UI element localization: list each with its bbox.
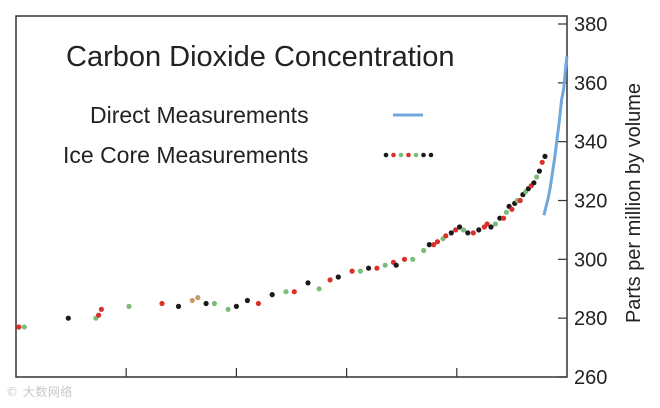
y-tick-label: 300 — [574, 249, 607, 271]
ice-core-point — [531, 180, 537, 186]
ice-core-point — [16, 324, 22, 330]
legend-ice-dot — [428, 152, 434, 158]
ice-core-point — [269, 292, 275, 298]
ice-core-point — [421, 247, 427, 254]
series-line-direct-measurements — [542, 56, 569, 216]
y-tick-label: 280 — [574, 308, 607, 330]
y-tick-label: 260 — [574, 367, 607, 389]
ice-core-point — [501, 215, 507, 221]
ice-core-point — [448, 230, 454, 236]
ice-core-point — [244, 297, 250, 304]
legend-ice-dot — [383, 152, 389, 158]
ice-core-point — [476, 227, 482, 233]
ice-core-point — [509, 206, 515, 212]
ice-core-point — [393, 262, 399, 268]
ice-core-point — [497, 215, 503, 221]
ice-core-point — [159, 300, 165, 307]
legend-label-direct: Direct Measurements — [90, 102, 309, 128]
ice-core-point — [233, 303, 239, 309]
legend-ice-dot — [391, 152, 396, 158]
ice-core-point — [175, 303, 182, 309]
ice-core-point — [203, 300, 209, 307]
ice-core-point — [492, 221, 498, 227]
ice-core-point — [96, 312, 102, 318]
ice-core-point — [534, 174, 540, 180]
y-tick-label: 360 — [574, 73, 607, 95]
ice-core-point — [305, 280, 311, 286]
ice-core-point — [65, 315, 71, 321]
legend-swatch-ice — [383, 152, 434, 158]
ice-core-point — [434, 239, 441, 245]
ice-core-point — [366, 265, 372, 271]
legend-ice-dot — [398, 152, 404, 158]
ice-core-point — [517, 197, 523, 204]
data-marks — [16, 56, 569, 330]
ice-core-point — [255, 300, 261, 307]
ice-core-point — [98, 306, 104, 312]
ice-core-point — [443, 233, 449, 239]
ice-core-point — [126, 303, 132, 309]
ice-core-point — [382, 262, 388, 268]
ice-core-point — [453, 227, 459, 233]
ice-core-point — [211, 300, 217, 307]
ice-core-point — [465, 230, 471, 236]
legend-ice-dot — [413, 152, 419, 158]
ice-core-point — [21, 324, 27, 330]
ice-core-point — [374, 265, 380, 271]
y-tick-label: 320 — [574, 191, 607, 213]
y-tick-label: 340 — [574, 132, 607, 154]
ice-core-point — [426, 242, 432, 248]
y-axis: 260 280 300 320 340 360 380 — [558, 14, 607, 389]
ice-core-point — [335, 274, 341, 280]
ice-core-point — [401, 256, 408, 262]
ice-core-point — [316, 286, 322, 292]
ice-core-point — [357, 268, 363, 274]
ice-core-point — [503, 209, 509, 215]
legend-label-ice: Ice Core Measurements — [63, 142, 308, 168]
chart-title: Carbon Dioxide Concentration — [66, 41, 455, 73]
ice-core-point — [536, 168, 543, 174]
ice-core-point — [189, 297, 195, 304]
ice-core-point — [484, 221, 490, 227]
ice-core-point — [542, 153, 548, 159]
ice-core-point — [283, 289, 289, 295]
legend-ice-dot — [406, 152, 411, 158]
ice-core-point — [470, 230, 476, 236]
ice-core-point — [327, 277, 333, 283]
watermark-text: © 大数网络 — [6, 385, 73, 399]
x-axis — [125, 368, 458, 377]
ice-core-point — [488, 224, 494, 230]
ice-core-point — [539, 159, 545, 165]
ice-core-point — [431, 242, 437, 248]
legend-ice-dot — [421, 152, 426, 158]
ice-core-point — [349, 268, 355, 274]
y-tick-label: 380 — [574, 14, 607, 36]
ice-core-point — [195, 295, 201, 301]
plot-frame — [15, 15, 568, 378]
ice-core-point — [410, 256, 416, 262]
ice-core-point — [291, 289, 297, 295]
ice-core-point — [225, 306, 231, 312]
ice-core-point — [460, 227, 466, 233]
y-axis-label: Parts per million by volume — [623, 83, 645, 323]
ice-core-point — [457, 224, 463, 230]
